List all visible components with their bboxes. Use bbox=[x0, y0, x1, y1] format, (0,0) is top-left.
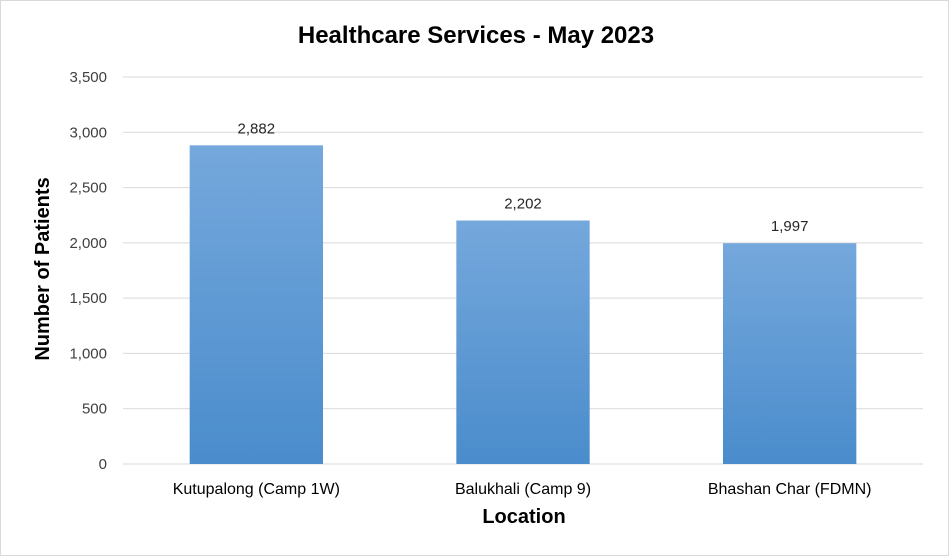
chart-title: Healthcare Services - May 2023 bbox=[298, 22, 654, 49]
x-category-label: Balukhali (Camp 9) bbox=[455, 481, 591, 498]
y-tick-label: 3,000 bbox=[69, 124, 107, 141]
y-tick-label: 1,000 bbox=[69, 345, 107, 362]
bars bbox=[189, 145, 857, 465]
y-tick-label: 0 bbox=[99, 456, 107, 473]
y-tick-label: 2,500 bbox=[69, 180, 107, 197]
y-axis-title: Number of Patients bbox=[32, 177, 54, 360]
data-labels: 2,882 2,202 1,997 bbox=[238, 120, 809, 235]
y-tick-label: 2,000 bbox=[69, 235, 107, 252]
x-axis-categories: Kutupalong (Camp 1W) Balukhali (Camp 9) Bh… bbox=[173, 481, 872, 498]
y-tick-label: 3,500 bbox=[69, 69, 107, 86]
y-axis-ticks: 0 500 1,000 1,500 2,000 2,500 3,000 3,500 bbox=[69, 69, 107, 473]
data-label: 2,882 bbox=[238, 120, 276, 137]
x-category-label: Kutupalong (Camp 1W) bbox=[173, 481, 340, 498]
y-tick-label: 500 bbox=[82, 401, 107, 418]
x-axis-title: Location bbox=[482, 506, 565, 528]
bar bbox=[723, 243, 857, 464]
data-label: 2,202 bbox=[504, 196, 542, 213]
x-category-label: Bhashan Char (FDMN) bbox=[708, 481, 872, 498]
data-label: 1,997 bbox=[771, 218, 809, 235]
bar bbox=[456, 220, 590, 464]
bar bbox=[189, 145, 323, 465]
y-tick-label: 1,500 bbox=[69, 290, 107, 307]
